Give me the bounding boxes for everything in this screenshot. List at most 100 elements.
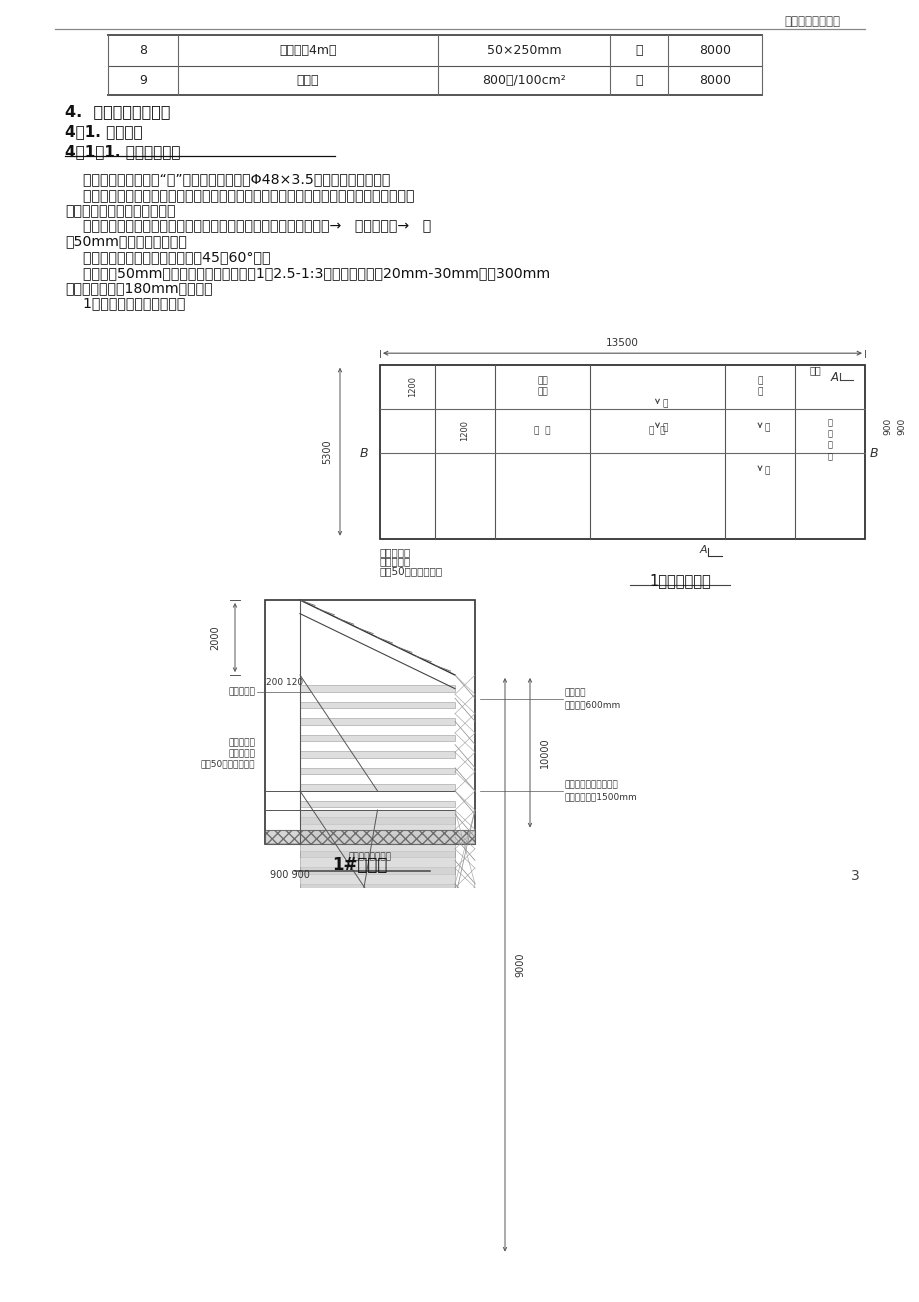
Text: 4．1．1. 北侧下人马道: 4．1．1. 北侧下人马道 [65, 143, 180, 159]
Text: 8000: 8000 [698, 44, 731, 57]
Text: 体
息
平
台: 体 息 平 台 [826, 419, 832, 461]
Text: 50×250mm: 50×250mm [486, 44, 561, 57]
Text: 8000: 8000 [698, 74, 731, 87]
Text: 锂管锂筋
插入土内600mm: 锂管锂筋 插入土内600mm [564, 689, 620, 710]
Text: A: A [699, 546, 707, 555]
Text: 1＃马道平面图: 1＃马道平面图 [649, 573, 710, 589]
Bar [300, 934, 455, 940]
Text: 1200: 1200 [460, 421, 469, 441]
Text: 下: 下 [765, 423, 769, 432]
Text: A: A [830, 371, 838, 384]
Text: 休息
平台: 休息 平台 [537, 376, 548, 397]
Bar [265, 831, 474, 844]
Text: 5300: 5300 [322, 439, 332, 464]
Bar [300, 1165, 455, 1172]
Bar [300, 867, 455, 874]
Bar [300, 734, 455, 741]
Text: 下: 下 [765, 466, 769, 475]
Bar [300, 685, 455, 691]
Bar [300, 719, 455, 725]
Bar [300, 884, 455, 891]
Text: 马道: 马道 [808, 366, 820, 375]
Bar [300, 835, 455, 841]
Bar [300, 1049, 455, 1056]
Text: 块: 块 [634, 44, 642, 57]
Text: 200 120: 200 120 [267, 678, 303, 687]
Bar [300, 1032, 455, 1039]
Bar [300, 850, 455, 857]
Text: 下: 下 [662, 423, 667, 432]
Bar [300, 966, 455, 973]
Bar [300, 801, 455, 807]
Text: B: B [359, 447, 368, 460]
Bar [300, 1032, 455, 1121]
Text: 连  梁: 连 梁 [649, 427, 665, 435]
Text: 4．1. 下人马道: 4．1. 下人马道 [65, 124, 142, 139]
Text: 大横杆、小横杆水平及
垂向间距均为1500mm: 大横杆、小横杆水平及 垂向间距均为1500mm [564, 780, 637, 801]
Text: 9: 9 [139, 74, 147, 87]
Text: 脚手板（4m）: 脚手板（4m） [279, 44, 336, 57]
Text: 安全网一层: 安全网一层 [380, 556, 411, 566]
Text: 密目网: 密目网 [297, 74, 319, 87]
Text: 平: 平 [634, 74, 642, 87]
Text: 连  梁: 连 梁 [534, 427, 550, 435]
Bar [300, 818, 455, 824]
Text: 马道在连梁以上采用地锡拉接，拉接点按两步两跨一个。马道在连梁以下与锡杆的锂梁拉: 马道在连梁以上采用地锡拉接，拉接点按两步两跨一个。马道在连梁以下与锡杆的锂梁拉 [65, 189, 414, 203]
Bar [300, 1232, 455, 1238]
Text: 在外侧设两道剪刀撑，与地面成45－60°角。: 在外侧设两道剪刀撑，与地面成45－60°角。 [65, 250, 270, 264]
Bar [300, 917, 455, 923]
Text: 900: 900 [896, 418, 905, 435]
Bar [300, 1182, 455, 1189]
Text: 体
息: 体 息 [756, 376, 762, 397]
Bar [300, 1198, 455, 1204]
Text: 密目网一层: 密目网一层 [228, 738, 255, 747]
Text: B: B [869, 447, 878, 460]
Text: 安全网一层: 安全网一层 [228, 749, 255, 758]
Text: 900 900: 900 900 [269, 870, 310, 880]
Text: 接，拉接点按三步两跨一个。: 接，拉接点按三步两跨一个。 [65, 204, 176, 217]
Text: 马道上部和出入口的搞设防护棚，防护棚从上到下为：一道密目网→   一道安全网→   满: 马道上部和出入口的搞设防护棚，防护棚从上到下为：一道密目网→ 一道安全网→ 满 [65, 220, 431, 233]
Text: 地下马道施工方案: 地下马道施工方案 [783, 14, 839, 27]
Text: 在基坑北侧搞设两个“之”字形下人马道，用Φ48×3.5扣件式脚手管搞设。: 在基坑北侧搞设两个“之”字形下人马道，用Φ48×3.5扣件式脚手管搞设。 [65, 172, 390, 186]
Text: 满铺木跳板: 满铺木跳板 [228, 687, 255, 697]
Bar [300, 784, 455, 790]
Bar [300, 702, 455, 708]
Text: 3: 3 [850, 870, 859, 883]
Bar [380, 365, 864, 539]
Text: 8: 8 [139, 44, 147, 57]
Bar [300, 1131, 455, 1139]
Text: 配重砖块固定落石: 配重砖块固定落石 [348, 853, 391, 862]
Text: 1#马道图: 1#马道图 [332, 855, 387, 874]
Text: 密目网一层: 密目网一层 [380, 547, 411, 557]
Text: 2000: 2000 [210, 625, 220, 650]
Bar [300, 1247, 455, 1255]
Text: 4.  主要施工技术方法: 4. 主要施工技术方法 [65, 104, 170, 118]
Text: 满铺50厚木跳板两层: 满铺50厚木跳板两层 [200, 759, 255, 768]
Bar [265, 600, 474, 844]
Bar [300, 900, 455, 906]
Text: 1＃马道搞设形式如下图：: 1＃马道搞设形式如下图： [65, 297, 185, 311]
Bar [300, 1148, 455, 1155]
Text: 1200: 1200 [407, 376, 416, 397]
Text: 10000: 10000 [539, 737, 550, 768]
Text: 满铺50厚木跳板两层: 满铺50厚木跳板两层 [380, 566, 443, 575]
Text: 坡道采用50mm厚的木跳板铺设，坡度为1：2.5-1:3，防滑条厚度为20mm-30mm，每300mm: 坡道采用50mm厚的木跳板铺设，坡度为1：2.5-1:3，防滑条厚度为20mm-… [65, 266, 550, 280]
Text: 900: 900 [882, 418, 891, 435]
Bar [300, 1082, 455, 1088]
Bar [300, 1066, 455, 1073]
Text: 13500: 13500 [606, 339, 638, 349]
Bar [300, 950, 455, 957]
Text: 一道，挡脚板为180mm高木板。: 一道，挡脚板为180mm高木板。 [65, 281, 212, 296]
Bar [300, 751, 455, 758]
Bar [300, 983, 455, 990]
Text: 800目/100cm²: 800目/100cm² [482, 74, 565, 87]
Bar [300, 810, 455, 898]
Bar [300, 1000, 455, 1006]
Bar [300, 768, 455, 775]
Text: 铺50mm厚的木跳板两层。: 铺50mm厚的木跳板两层。 [65, 234, 187, 249]
Text: 9000: 9000 [515, 953, 525, 976]
Bar [300, 1016, 455, 1023]
Bar [300, 1215, 455, 1221]
Text: 下: 下 [662, 400, 667, 408]
Bar [300, 1099, 455, 1105]
